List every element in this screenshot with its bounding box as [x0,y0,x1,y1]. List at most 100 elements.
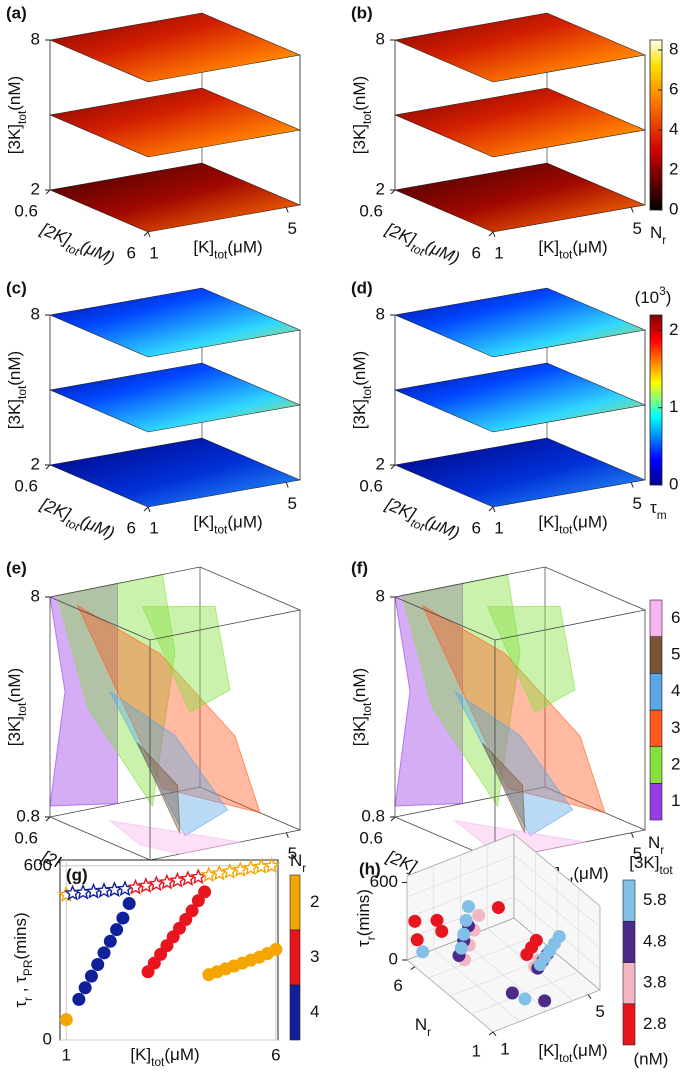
y-tick-label: 6 [393,976,402,995]
point [408,914,422,928]
legend-title-part: N [648,833,660,852]
x-tick-label: 5 [287,219,296,238]
x-axis-label-part: (μM) [164,1045,199,1064]
x-axis-label-part: (μM) [572,1041,607,1060]
colorbar-swatch [622,1003,636,1046]
z-axis-label-part: tot [15,702,29,716]
y-tick [488,1031,494,1036]
legend-swatch [649,673,663,711]
colorbar-label: 3 [310,947,319,966]
point [91,958,105,972]
panel: 0.88150.66[3K]tot(nM)[2K]tot(μM)[K]tot(μ… [5,558,302,896]
point [116,911,130,925]
y-axis-label-part: tot [409,516,427,534]
legend-label: 6 [671,608,680,627]
colorbar-swatch [622,920,636,963]
z-axis-label: [3K]tot(nM) [350,668,374,746]
y-tick [143,506,149,512]
colorbar-label: 4.8 [643,931,667,950]
panel-label: (d) [351,278,373,297]
z-tick-label: 8 [376,29,385,48]
point [457,927,471,941]
legend-title-part: r [660,843,664,857]
y-axis-label-part: (μM) [78,512,117,543]
colorbar-unit-part: (10 [635,288,660,307]
x-axis-label-part: (μM) [227,238,262,257]
x-tick-label: 5 [632,219,641,238]
z-axis-label-part: [3K] [5,716,24,746]
x-axis-label-part: (μM) [572,513,607,532]
x-axis-label: [K]tot(μM) [538,513,607,537]
x-axis-label-part: (μM) [572,238,607,257]
z-axis-label-part: [3K] [350,716,369,746]
legend-title: Nr [648,833,664,857]
x-tick [630,482,634,488]
legend-label: 2 [671,754,680,773]
x-tick-label: 5 [632,494,641,513]
colorbar [649,39,663,211]
x-axis-label: [K]tot(μM) [130,1045,199,1069]
legend-swatch [649,636,663,674]
panel-label: (b) [351,3,373,22]
z-tick-label: 8 [376,586,385,605]
x-axis-label-part: tot [214,248,228,262]
legend-label: 3 [671,718,680,737]
z-axis-label-part: (nM) [5,351,24,386]
colorbar-title-part: tot [660,863,674,877]
y-axis-label: [2K]tot(μM) [35,220,117,273]
x-axis-label-part: [K] [538,1041,559,1060]
surface-layer [48,162,302,233]
z-axis-label-part: [3K] [350,124,369,154]
surface-layer [48,287,302,358]
point [78,981,92,995]
surface-layer [393,287,647,358]
colorbar-title: τm [650,498,667,522]
y-axis-label: [2K]tot(μM) [35,495,117,548]
legend-label: 5 [671,644,680,663]
point [72,992,86,1006]
x-axis-label-part: tot [151,1055,165,1069]
x-tick-label: 1 [500,1039,509,1058]
point [269,942,283,956]
z-axis-label-part: (nM) [5,76,24,111]
pane-grid [406,875,515,919]
point [122,897,136,911]
surface-layer [393,162,647,233]
x-tick-label: 1 [149,243,158,262]
x-axis-label-part: [K] [193,513,214,532]
x-axis-label-part: [K] [538,513,559,532]
x-axis-label-part: [K] [193,238,214,257]
point [410,933,424,947]
point [454,941,468,955]
y-tick-label: 1 [472,1041,481,1060]
z-tick-label: 2 [376,454,385,473]
z-tick-label: 2 [376,179,385,198]
x-axis-label-part: [K] [538,238,559,257]
z-axis-label: [3K]tot(nM) [350,76,374,154]
surface-layer [393,12,647,83]
z-tick-label: 600 [370,872,398,891]
x-axis-label: [K]tot(μM) [538,1041,607,1065]
y-tick-label: 6 [127,518,136,537]
star-point [263,856,281,873]
point [435,924,449,938]
z-axis-label-part: [3K] [5,399,24,429]
x-axis-label-part: tot [559,248,573,262]
isosurface [109,691,229,837]
panel-label: (c) [6,278,27,297]
y-tick [45,464,51,470]
isosurface [421,604,606,814]
y-axis-label-part: r [427,1025,431,1039]
x-tick [630,207,634,213]
z-axis-label-part: tot [360,702,374,716]
y-axis-label-part: τ [11,1001,30,1008]
x-tick-label: 1 [149,518,158,537]
y-tick [488,231,494,237]
z-axis-label-part: [3K] [350,399,369,429]
x-tick [492,1031,497,1037]
z-axis-label-part: r [364,936,378,940]
y-axis-label-part: tot [64,241,82,259]
y-tick-label: 0 [43,1029,52,1048]
